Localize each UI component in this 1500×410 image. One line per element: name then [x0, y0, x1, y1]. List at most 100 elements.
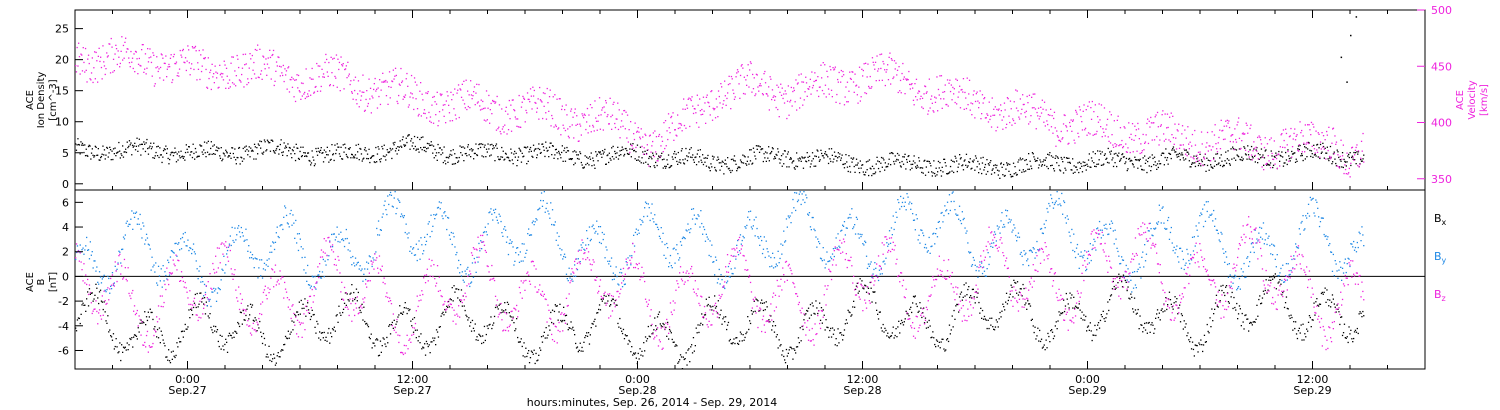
- data-point-density: [390, 149, 392, 151]
- data-point-velocity: [695, 122, 698, 124]
- data-point-velocity: [393, 78, 395, 80]
- data-point-density: [197, 155, 199, 157]
- data-point-velocity: [608, 123, 610, 125]
- data-point-velocity: [845, 86, 847, 88]
- data-point-bx: [792, 358, 794, 360]
- data-point-density: [1350, 34, 1352, 37]
- data-point-velocity: [277, 56, 279, 58]
- data-point-velocity: [191, 63, 193, 65]
- data-point-density: [1235, 149, 1238, 151]
- data-point-density: [253, 143, 256, 145]
- data-point-bx: [502, 311, 504, 313]
- data-point-density: [142, 148, 144, 150]
- data-point-density: [1081, 165, 1083, 167]
- data-point-bx: [764, 309, 766, 311]
- data-point-density: [890, 152, 893, 154]
- data-point-bx: [701, 313, 703, 315]
- data-point-velocity: [470, 80, 472, 82]
- data-point-density: [601, 150, 604, 152]
- data-point-density: [920, 167, 922, 169]
- data-point-velocity: [1055, 145, 1057, 147]
- data-point-bx: [783, 355, 785, 358]
- data-point-density: [766, 152, 768, 154]
- data-point-bx: [1348, 326, 1350, 328]
- data-point-density: [454, 162, 457, 165]
- data-point-density: [205, 156, 207, 158]
- data-point-density: [444, 160, 446, 162]
- data-point-density: [1345, 165, 1347, 167]
- data-point-bx: [1354, 329, 1357, 331]
- data-point-density: [1070, 169, 1072, 171]
- data-point-density: [1361, 160, 1363, 162]
- data-point-velocity: [733, 98, 736, 100]
- data-point-density: [462, 146, 464, 148]
- data-point-density: [429, 144, 431, 147]
- data-point-velocity: [445, 122, 447, 124]
- data-point-velocity: [699, 110, 701, 112]
- data-point-velocity: [443, 115, 445, 117]
- data-point-velocity: [476, 102, 479, 104]
- data-point-bx: [878, 311, 881, 313]
- data-point-density: [542, 143, 544, 145]
- data-point-density: [695, 156, 697, 158]
- data-point-velocity: [518, 94, 520, 97]
- data-point-bx: [114, 345, 116, 348]
- data-point-velocity: [761, 78, 763, 80]
- data-point-bx: [857, 292, 859, 294]
- data-point-bx: [336, 314, 338, 316]
- data-point-density: [1130, 159, 1132, 161]
- data-point-velocity: [146, 67, 148, 69]
- data-point-velocity: [452, 94, 454, 96]
- data-point-density: [1025, 159, 1027, 161]
- data-point-density: [427, 147, 429, 149]
- data-point-density: [971, 167, 973, 169]
- data-point-density: [131, 154, 133, 156]
- data-point-density: [597, 160, 599, 162]
- data-point-bx: [244, 319, 246, 321]
- data-point-density: [553, 157, 555, 159]
- data-point-velocity: [133, 53, 135, 55]
- data-point-density: [441, 149, 443, 151]
- data-point-density: [870, 168, 872, 170]
- data-point-velocity: [467, 105, 469, 108]
- data-point-bx: [582, 350, 584, 352]
- data-point-density: [435, 152, 438, 154]
- data-point-velocity: [699, 98, 701, 100]
- data-point-density: [1269, 162, 1272, 164]
- data-point-bx: [328, 327, 330, 330]
- data-point-density: [319, 151, 321, 154]
- data-point-density: [260, 140, 263, 143]
- data-point-velocity: [327, 75, 329, 77]
- data-point-density: [338, 146, 340, 148]
- data-point-density: [742, 154, 744, 156]
- data-point-bx: [87, 291, 89, 293]
- data-point-velocity: [1115, 145, 1117, 148]
- data-point-density: [1125, 161, 1127, 163]
- data-point-density: [1288, 155, 1290, 157]
- data-point-bx: [75, 330, 78, 332]
- data-point-bx: [992, 326, 994, 328]
- data-point-by: [196, 268, 198, 270]
- data-point-bx: [1201, 344, 1203, 346]
- data-point-bx: [941, 338, 943, 340]
- data-point-velocity: [996, 126, 999, 128]
- data-point-velocity: [783, 102, 786, 104]
- data-point-density: [237, 157, 239, 159]
- data-point-by: [172, 251, 174, 253]
- data-point-density: [521, 152, 523, 154]
- data-point-density: [863, 173, 865, 176]
- data-point-bx: [528, 350, 530, 352]
- data-point-velocity: [1083, 104, 1085, 106]
- data-point-density: [1255, 149, 1257, 151]
- data-point-bx: [976, 296, 978, 298]
- data-point-bx: [451, 287, 453, 289]
- data-point-bx: [122, 346, 125, 348]
- data-point-bx: [845, 319, 847, 321]
- data-point-velocity: [1312, 123, 1314, 125]
- data-point-velocity: [81, 54, 83, 56]
- data-point-bx: [928, 319, 930, 322]
- data-point-density: [1056, 156, 1059, 158]
- data-point-bx: [368, 336, 370, 338]
- data-point-velocity: [1149, 126, 1151, 128]
- data-point-velocity: [1268, 160, 1270, 162]
